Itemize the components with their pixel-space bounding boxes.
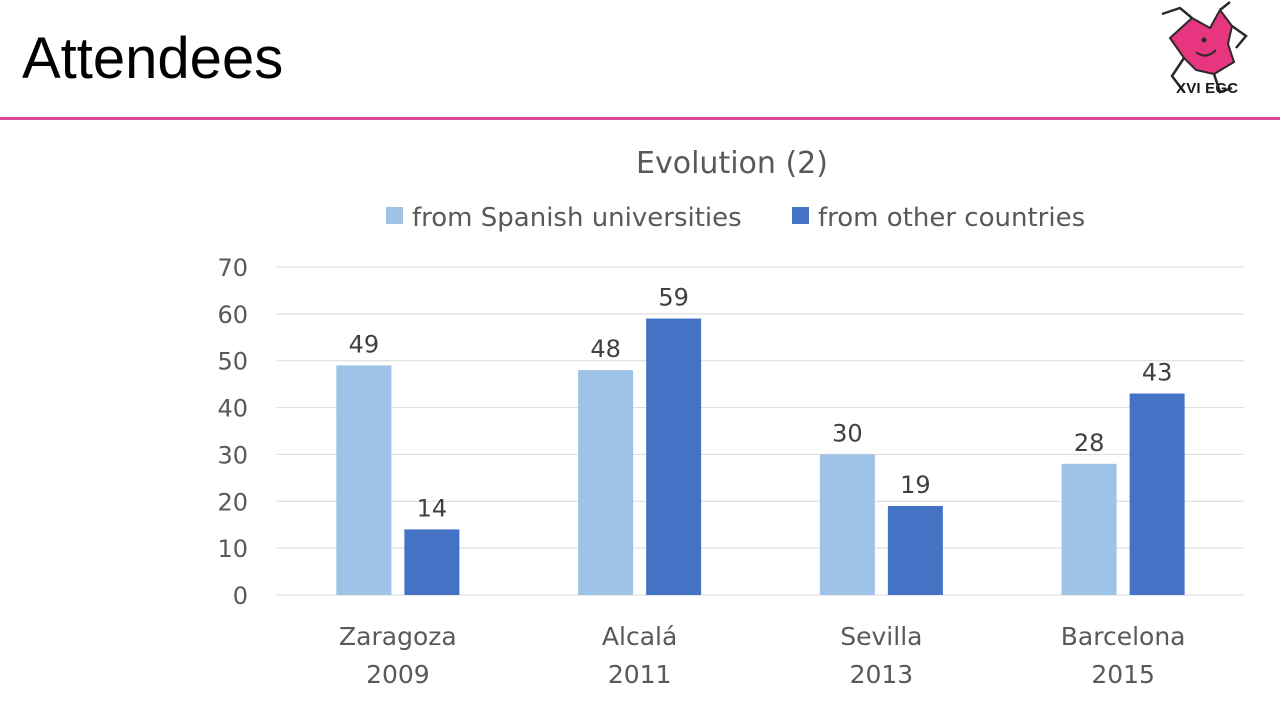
title-divider: [0, 117, 1280, 120]
slide-title: Attendees: [22, 26, 284, 91]
x-tick-label: Alcalá: [602, 622, 677, 651]
y-tick-label: 20: [217, 488, 248, 516]
bar-spanish-3: [1061, 463, 1117, 595]
x-tick-label: 2015: [1091, 660, 1155, 689]
data-label: 14: [417, 494, 448, 522]
data-label: 49: [349, 330, 380, 358]
data-label: 28: [1074, 429, 1105, 457]
bar-other-2: [887, 505, 943, 595]
legend-label: from Spanish universities: [412, 203, 742, 233]
bar-other-3: [1129, 393, 1185, 595]
bar-spanish-0: [336, 365, 392, 595]
y-tick-label: 0: [233, 582, 248, 610]
x-tick-label: Sevilla: [840, 622, 922, 651]
x-tick-label: 2009: [366, 660, 430, 689]
x-tick-label: 2011: [608, 660, 672, 689]
legend-label: from other countries: [818, 203, 1085, 233]
y-tick-label: 50: [217, 348, 248, 376]
bar-other-0: [404, 529, 460, 595]
logo-label: XVI EGC: [1176, 80, 1239, 97]
x-tick-label: Zaragoza: [339, 622, 457, 651]
x-axis-ticks: Zaragoza 2009 Alcalá 2011 Sevilla 2013 Barcelo…: [339, 622, 1185, 689]
data-label: 19: [900, 471, 931, 499]
legend-swatch: [792, 207, 809, 224]
bar-spanish-2: [819, 454, 875, 595]
egc-logo-icon: [1161, 1, 1248, 94]
chart-legend: from Spanish universities from other coun…: [386, 203, 1085, 233]
y-tick-label: 10: [217, 535, 248, 563]
data-label: 59: [658, 284, 689, 312]
y-tick-label: 30: [217, 441, 248, 469]
y-tick-label: 60: [217, 301, 248, 329]
data-labels: 49 14 48 59 30 19 28 43: [349, 284, 1173, 523]
bar-spanish-1: [578, 370, 634, 595]
legend-swatch: [386, 207, 403, 224]
data-label: 30: [832, 419, 863, 447]
x-tick-label: 2013: [850, 660, 914, 689]
data-label: 43: [1142, 359, 1173, 387]
y-axis-ticks: 0 10 20 30 40 50 60 70: [217, 254, 248, 610]
y-tick-label: 40: [217, 395, 248, 423]
data-label: 48: [590, 335, 621, 363]
y-tick-label: 70: [217, 254, 248, 282]
x-tick-label: Barcelona: [1061, 622, 1186, 651]
chart-title: Evolution (2): [636, 146, 828, 181]
bar-other-1: [646, 318, 702, 595]
bars: [336, 318, 1185, 595]
